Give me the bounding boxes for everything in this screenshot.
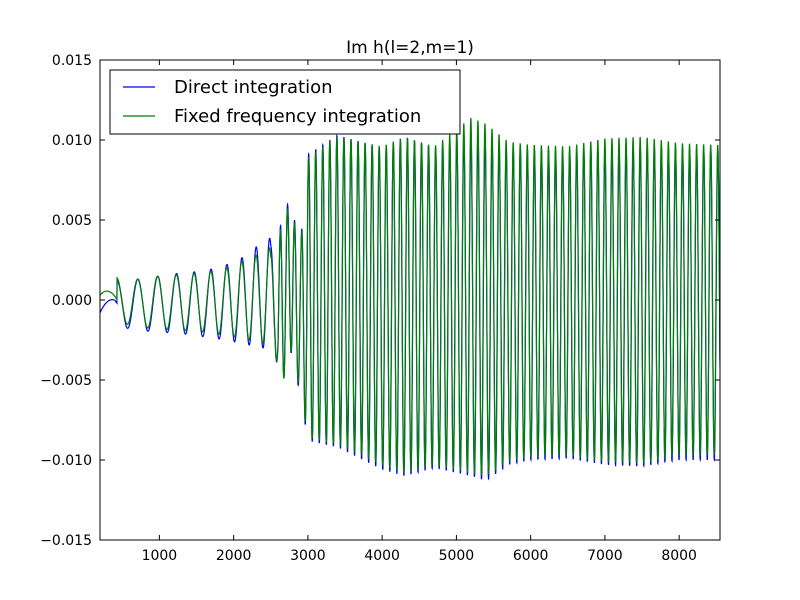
series-line-1 <box>100 117 720 476</box>
x-tick-label: 2000 <box>216 548 252 564</box>
x-tick-label: 1000 <box>142 548 178 564</box>
x-tick-label: 4000 <box>364 548 400 564</box>
y-tick-label: 0.010 <box>52 133 92 149</box>
y-tick-label: −0.015 <box>40 533 92 549</box>
x-tick-label: 8000 <box>661 548 697 564</box>
legend-label: Direct integration <box>174 77 333 98</box>
y-tick-label: −0.005 <box>40 373 92 389</box>
y-tick-label: 0.000 <box>52 293 92 309</box>
x-tick-label: 5000 <box>439 548 475 564</box>
legend-box <box>109 69 461 135</box>
x-tick-label: 6000 <box>513 548 549 564</box>
y-tick-label: 0.015 <box>52 53 92 69</box>
legend-label: Fixed frequency integration <box>174 106 421 127</box>
x-tick-label: 7000 <box>587 548 623 564</box>
chart-title: Im h(l=2,m=1) <box>346 38 474 58</box>
y-axis: −0.015 −0.010 −0.005 0.000 0.005 0.010 0.015 <box>40 53 720 549</box>
x-tick-label: 3000 <box>290 548 326 564</box>
series-layer <box>100 117 720 481</box>
x-axis: 1000 2000 3000 4000 5000 6000 7000 8000 <box>142 60 697 564</box>
y-tick-label: 0.005 <box>52 213 92 229</box>
y-tick-label: −0.010 <box>40 453 92 469</box>
legend: Direct integration Fixed frequency integr… <box>109 69 461 135</box>
